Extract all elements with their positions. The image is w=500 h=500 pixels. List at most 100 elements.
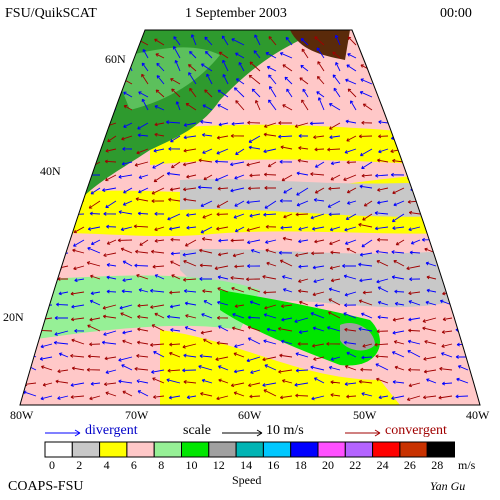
wind-arrow: [56, 198, 69, 203]
wind-arrow: [294, 317, 309, 324]
wind-arrow: [70, 291, 85, 296]
wind-arrow: [184, 326, 197, 332]
wind-arrow: [58, 122, 69, 129]
wind-arrow: [20, 239, 21, 245]
wind-arrow: [393, 200, 405, 207]
wind-arrow: [44, 51, 53, 59]
wind-arrow: [74, 122, 85, 128]
wind-arrow: [89, 299, 101, 306]
wind-arrow: [359, 90, 373, 98]
wind-arrow: [22, 316, 37, 321]
wind-arrow: [392, 187, 405, 195]
wind-arrow: [122, 390, 133, 397]
wind-arrow: [137, 327, 149, 332]
wind-arrow: [249, 300, 261, 306]
map-border: [19, 29, 481, 406]
wind-arrow: [154, 226, 165, 232]
wind-arrow: [232, 252, 245, 258]
wind-arrow: [106, 76, 117, 85]
wind-arrow: [330, 380, 341, 385]
wind-arrow: [188, 64, 197, 72]
wind-arrow: [71, 304, 85, 309]
wind-arrow: [197, 185, 213, 190]
wind-arrow: [263, 290, 277, 295]
wind-arrow: [40, 343, 53, 349]
colorbar-tick-label: 6: [131, 458, 137, 472]
wind-arrow: [183, 289, 197, 293]
wind-arrow: [278, 369, 293, 374]
wind-arrow: [282, 288, 293, 293]
wind-arrow: [61, 72, 69, 85]
wind-arrow: [286, 88, 293, 98]
wind-arrow: [59, 91, 69, 98]
wind-arrow: [421, 185, 437, 190]
wind-arrow: [20, 274, 21, 280]
colorbar-tick-label: 12: [213, 458, 225, 472]
colorbar-swatch: [290, 441, 319, 458]
wind-arrow: [262, 275, 277, 280]
wind-arrow: [442, 159, 453, 164]
wind-arrow: [457, 365, 469, 371]
lon-label: 60W: [238, 408, 262, 422]
legend: divergent scale 10 m/s convergent: [45, 423, 447, 438]
wind-arrow: [358, 134, 373, 139]
wind-arrow: [38, 148, 53, 154]
wind-arrow: [247, 337, 261, 345]
wind-arrow: [138, 288, 149, 293]
wind-arrow: [391, 250, 405, 254]
wind-arrow: [30, 85, 37, 98]
wind-arrow: [442, 73, 453, 85]
wind-arrow: [361, 161, 373, 170]
wind-arrow: [182, 368, 197, 373]
wind-arrow: [328, 287, 341, 293]
wind-arrow: [152, 264, 165, 269]
wind-arrow: [154, 38, 165, 46]
wind-arrow: [167, 368, 181, 373]
wind-arrow: [344, 148, 357, 154]
wind-arrow: [346, 351, 357, 358]
wind-arrow: [102, 304, 117, 310]
wind-arrow: [58, 291, 69, 296]
wind-arrow: [298, 239, 309, 244]
wind-arrow: [71, 338, 85, 345]
wind-arrow: [413, 32, 421, 46]
wind-arrow: [247, 286, 261, 293]
wind-arrow: [393, 340, 405, 345]
wind-arrow: [166, 378, 181, 384]
wind-arrow: [89, 135, 101, 141]
wind-arrow: [20, 187, 21, 195]
wind-arrow: [202, 148, 213, 154]
wind-arrow: [344, 382, 357, 386]
colorbar-swatch: [71, 441, 101, 458]
wind-arrow: [296, 187, 309, 196]
wind-arrow: [312, 291, 325, 297]
wind-arrow: [154, 274, 165, 280]
wind-arrow: [86, 367, 101, 372]
wind-arrow: [282, 64, 293, 72]
wind-arrow: [166, 120, 181, 125]
wind-arrow: [346, 160, 357, 165]
wind-arrow: [76, 50, 85, 59]
wind-arrow: [378, 134, 389, 139]
wind-arrow: [406, 120, 421, 125]
wind-arrow: [201, 378, 213, 384]
lat-label: 40N: [40, 164, 61, 178]
wind-arrow: [150, 249, 165, 254]
wind-arrow: [199, 354, 213, 358]
wind-arrow: [154, 132, 165, 137]
wind-arrow: [330, 250, 341, 255]
wind-arrow: [204, 89, 213, 98]
wind-arrow: [441, 381, 453, 386]
wind-arrow: [376, 377, 389, 384]
wind-arrow: [456, 187, 469, 196]
wind-arrow: [294, 122, 309, 128]
wind-arrow: [151, 199, 165, 203]
wind-arrow: [249, 213, 261, 218]
wind-arrow: [168, 226, 181, 231]
wind-arrow: [391, 213, 405, 223]
wind-arrow: [279, 353, 293, 358]
wind-arrow: [22, 172, 37, 177]
wind-arrow: [182, 252, 197, 257]
wind-arrow: [41, 239, 53, 245]
wind-arrow: [375, 363, 389, 371]
